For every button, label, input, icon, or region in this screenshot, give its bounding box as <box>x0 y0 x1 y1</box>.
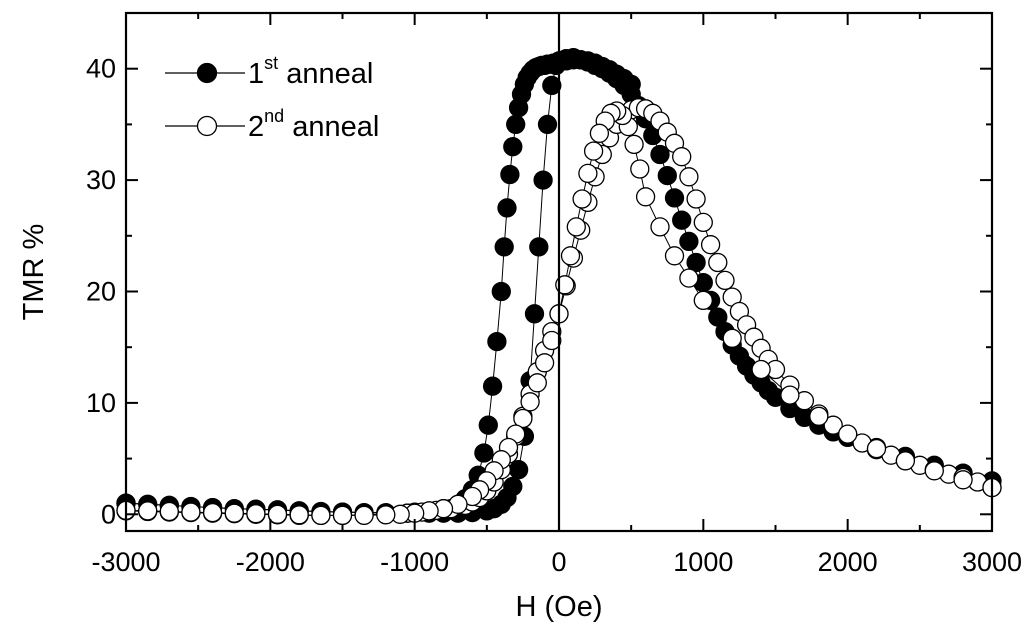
x-tick-label: 0 <box>551 547 566 577</box>
series-2nd-anneal-point <box>635 187 656 207</box>
series-2nd-anneal-point <box>866 438 887 459</box>
series-2nd-anneal-point <box>809 406 829 426</box>
series-2nd-anneal-point <box>267 504 288 524</box>
series-1st-anneal-point <box>497 198 517 218</box>
series-2nd-anneal-point <box>823 415 843 435</box>
series-2nd-anneal-point <box>708 252 728 273</box>
legend: 1st anneal 2nd anneal <box>165 53 379 143</box>
series-1st-anneal-point <box>494 237 514 257</box>
series-1st-anneal-point <box>491 281 511 302</box>
series-1st-anneal-point <box>500 164 520 185</box>
series-2nd-anneal-point <box>311 505 331 526</box>
x-tick-label: -2000 <box>236 547 305 577</box>
series-2nd-anneal-point <box>542 330 562 351</box>
legend-2nd-anneal-label: 2nd anneal <box>248 106 379 143</box>
legend-1st-anneal: 1st anneal <box>165 53 373 90</box>
markers-layer <box>116 47 1002 526</box>
series-2nd-anneal-point <box>924 461 944 481</box>
series-2nd-anneal-point <box>513 408 533 429</box>
series-2nd-anneal-point <box>138 501 158 521</box>
series-2nd-anneal-point <box>354 505 374 526</box>
series-2nd-anneal-point <box>246 504 266 524</box>
series-2nd-anneal-point <box>686 189 706 209</box>
series-1st-anneal-point <box>621 74 641 94</box>
series-2nd-anneal-point <box>895 451 916 471</box>
series-2nd-anneal-point <box>624 134 644 155</box>
series-2nd-anneal-point <box>650 217 670 237</box>
series-2nd-anneal <box>116 98 1002 526</box>
series-1st-anneal-point <box>650 144 670 165</box>
series-2nd-anneal-point <box>693 212 713 233</box>
legend-1st-anneal-marker <box>196 62 218 84</box>
series-1st-anneal-point <box>686 252 706 273</box>
y-tick-label: 20 <box>86 276 116 306</box>
series-2nd-anneal-point <box>722 328 742 348</box>
series-2nd-anneal-point <box>572 189 592 209</box>
series-2nd-anneal-point <box>555 275 575 295</box>
series-2nd-anneal-point <box>664 246 685 266</box>
y-tick-label: 40 <box>86 54 116 84</box>
series-2nd-anneal-point <box>289 505 309 525</box>
x-tick-label: 1000 <box>673 547 733 577</box>
series-2nd-anneal-point <box>181 502 201 522</box>
series-2nd-anneal-point <box>376 505 396 525</box>
series-2nd-anneal-point <box>202 502 223 523</box>
series-2nd-anneal-point <box>520 392 540 412</box>
series-1st-anneal-point <box>533 170 553 190</box>
series-1st-anneal-point <box>503 476 523 497</box>
series-2nd-anneal-point <box>527 373 547 393</box>
x-tick-label: -3000 <box>91 547 160 577</box>
series-2nd-anneal-point <box>751 359 771 380</box>
series-2nd-anneal-point <box>566 217 586 237</box>
series-1st-anneal-point <box>542 75 562 96</box>
series-2nd-anneal-point <box>578 163 598 184</box>
series-2nd-anneal-point <box>953 470 973 490</box>
series-2nd-anneal-point <box>332 505 353 526</box>
series-2nd-anneal-point <box>715 270 735 291</box>
series-2nd-anneal-point <box>838 424 858 444</box>
ticks-layer: -3000 -2000 -1000 0 1000 2000 3000 0 10 20 30 40 <box>86 13 1022 577</box>
series-1st-anneal-point <box>508 460 529 480</box>
series-1st-anneal-point <box>537 114 558 135</box>
legend-2nd-anneal-marker <box>196 115 218 137</box>
series-2nd-anneal-point <box>780 385 800 405</box>
y-axis-title: TMR % <box>18 224 50 321</box>
series-1st-anneal-point <box>478 415 498 435</box>
y-tick-label: 10 <box>86 388 116 418</box>
series-1st-anneal-point <box>657 165 677 186</box>
x-tick-label: 2000 <box>818 547 878 577</box>
x-tick-label: -1000 <box>380 547 449 577</box>
series-2nd-anneal-point <box>693 290 713 311</box>
series-1st-anneal-point <box>672 210 692 230</box>
series-2nd-anneal-point <box>583 141 604 161</box>
y-tick-label: 30 <box>86 165 116 195</box>
x-axis-title: H (Oe) <box>516 591 603 623</box>
series-1st-anneal-point <box>474 443 494 463</box>
series-1st-anneal-point <box>482 376 503 396</box>
series-1st-anneal-point <box>664 188 685 208</box>
series-2nd-anneal-point <box>672 147 692 167</box>
series-1st-anneal-point <box>506 114 526 135</box>
legend-2nd-anneal: 2nd anneal <box>165 106 379 143</box>
x-tick-label: 3000 <box>962 547 1022 577</box>
series-2nd-anneal-point <box>589 123 610 143</box>
series-1st-anneal-point <box>524 304 545 324</box>
y-tick-label: 0 <box>101 499 116 529</box>
series-1st-anneal-point <box>487 331 507 352</box>
series-1st-anneal-point <box>679 231 699 252</box>
series-1st-anneal-point <box>529 237 549 257</box>
series-2nd-anneal-point <box>679 268 699 288</box>
series-2nd-anneal-point <box>560 246 581 266</box>
series-2nd-anneal-point <box>700 235 721 255</box>
series-2nd-anneal-point <box>534 353 555 373</box>
series-2nd-anneal-point <box>159 501 179 522</box>
series-1st-anneal-point <box>503 137 523 157</box>
series-2nd-anneal-point <box>224 503 244 523</box>
legend-1st-anneal-label: 1st anneal <box>248 53 373 90</box>
series-2nd-anneal-point <box>679 167 699 187</box>
series-2nd-anneal-point <box>630 159 650 179</box>
